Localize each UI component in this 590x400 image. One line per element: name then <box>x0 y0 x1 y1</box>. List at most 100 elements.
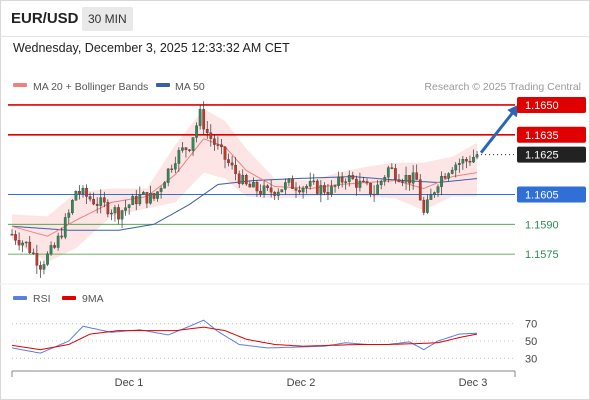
time-axis: Dec 1 Dec 2 Dec 3 <box>11 370 516 389</box>
rsi-ma-legend-swatch <box>62 296 76 300</box>
candle-body <box>312 180 316 183</box>
candle <box>205 121 209 139</box>
candle-body <box>49 245 53 254</box>
candle <box>425 194 429 214</box>
candle <box>244 173 248 186</box>
candle <box>88 192 92 202</box>
candle-body <box>202 109 206 130</box>
candle <box>49 241 53 256</box>
candle <box>475 150 479 160</box>
candle-body <box>223 146 227 160</box>
candle-body <box>280 189 284 193</box>
candle-body <box>330 186 333 195</box>
candle <box>365 178 369 186</box>
candle <box>298 185 301 195</box>
candle-body <box>56 235 60 248</box>
candle <box>326 184 330 201</box>
candle-body <box>124 207 127 211</box>
candle <box>376 180 380 196</box>
candle <box>351 171 355 180</box>
candle-body <box>21 242 25 246</box>
candle <box>308 172 312 190</box>
candle <box>315 179 319 195</box>
candle <box>269 179 273 198</box>
candle <box>333 184 337 193</box>
candle-body <box>323 185 326 193</box>
candle-body <box>358 180 362 188</box>
candle-body <box>344 181 348 183</box>
candle <box>92 192 95 206</box>
candle <box>173 156 177 174</box>
candle-body <box>454 164 458 171</box>
candle <box>216 136 220 150</box>
candle-body <box>170 168 174 171</box>
candle <box>60 227 64 240</box>
rsi-legend-swatch <box>13 296 27 300</box>
candle-body <box>333 185 337 187</box>
candle <box>42 260 46 275</box>
time-tick-label: Dec 3 <box>459 377 488 389</box>
candle-body <box>10 234 14 236</box>
candle <box>99 189 103 214</box>
candle <box>369 182 372 198</box>
candle <box>220 139 223 155</box>
candle <box>177 147 181 172</box>
candle-body <box>198 109 202 126</box>
candle <box>443 172 447 180</box>
candle <box>202 101 206 136</box>
candle <box>404 166 408 191</box>
candle <box>181 141 184 153</box>
time-tick-label: Dec 2 <box>287 377 316 389</box>
header-divider <box>0 36 590 37</box>
candle-body <box>340 176 344 183</box>
candle-body <box>220 144 223 148</box>
candle <box>163 181 166 189</box>
candle <box>330 180 333 198</box>
candle-body <box>99 197 103 206</box>
candle-body <box>301 187 305 193</box>
level-box-1-1650 <box>517 96 586 113</box>
candle <box>418 174 422 201</box>
candle <box>10 229 14 236</box>
candle <box>283 178 287 195</box>
candle-body <box>397 179 401 182</box>
candle-body <box>216 144 220 146</box>
candle-body <box>159 188 163 192</box>
candle <box>212 134 216 151</box>
candle-body <box>425 199 429 213</box>
bollinger-band <box>12 108 477 263</box>
candle <box>287 178 291 187</box>
candle-body <box>450 169 454 174</box>
instrument-symbol[interactable]: EUR/USD <box>11 10 79 27</box>
candle-body <box>351 175 355 180</box>
candle <box>159 185 163 199</box>
rsi-tick-labels: 70 50 30 <box>525 319 537 366</box>
candle-body <box>106 202 110 215</box>
candle <box>450 167 454 175</box>
candle <box>138 186 142 206</box>
interval-button[interactable]: 30 MIN <box>82 7 133 31</box>
candle <box>312 173 316 185</box>
candle-body <box>372 193 376 196</box>
candle <box>273 190 277 200</box>
candle <box>53 242 56 249</box>
candle-body <box>39 265 42 270</box>
candle-body <box>315 180 319 194</box>
rsi-legend-label: RSI <box>33 293 51 305</box>
candle <box>354 175 358 196</box>
candle-body <box>376 184 380 195</box>
candle <box>347 170 351 187</box>
candle-body <box>394 168 397 180</box>
candle <box>81 185 85 198</box>
candle-body <box>369 182 372 195</box>
candle-body <box>28 241 32 254</box>
candle-body <box>173 163 177 170</box>
candle-body <box>248 183 252 188</box>
candle <box>472 149 475 164</box>
candle <box>85 184 88 205</box>
candle-body <box>209 132 213 139</box>
candle-body <box>152 193 156 199</box>
candle-body <box>85 187 88 197</box>
level-label-1-1650: 1.1650 <box>525 100 559 112</box>
